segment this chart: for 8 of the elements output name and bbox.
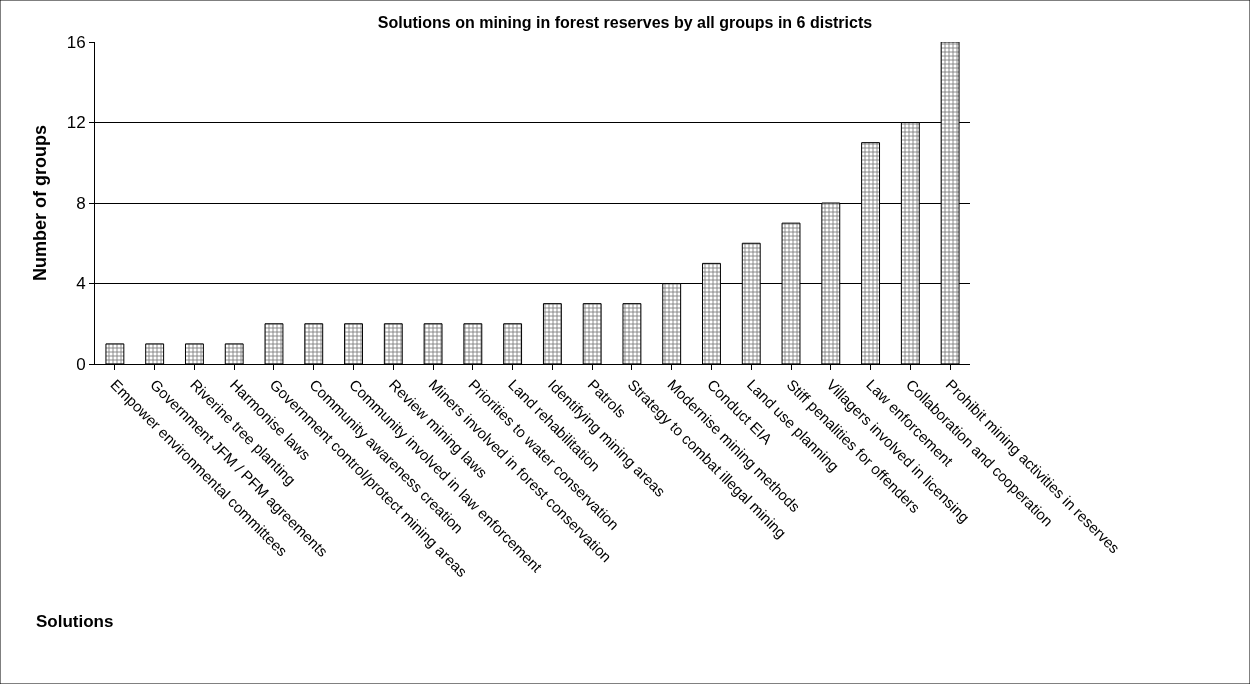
y-tick-label: 4 (76, 274, 86, 294)
y-tick-label: 16 (66, 32, 86, 52)
y-tick-label: 0 (76, 354, 86, 374)
chart-title: Solutions on mining in forest reserves by all groups in 6 districts (377, 14, 873, 32)
y-tick-label: 12 (66, 113, 86, 133)
x-axis-title: Solutions (36, 612, 114, 631)
y-tick-label: 8 (76, 193, 86, 213)
y-axis-title: Number of groups (29, 125, 50, 281)
